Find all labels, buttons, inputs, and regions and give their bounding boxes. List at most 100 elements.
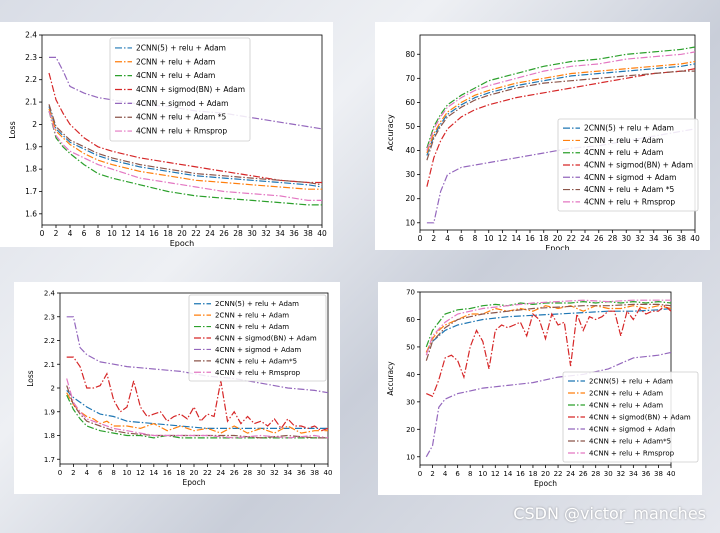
series-line-4 (48, 72, 322, 184)
x-tick-label: 18 (539, 234, 549, 243)
legend-entry: 4CNN + sigmod + Adam (136, 99, 228, 108)
legend-entry: 4CNN + sigmod + Adam (584, 173, 676, 182)
series-line-3 (48, 110, 322, 206)
legend-entry: 4CNN + relu + Adam *5 (584, 185, 674, 194)
series-line-1 (48, 106, 323, 188)
series-line-4 (66, 356, 329, 432)
x-tick-label: 30 (621, 234, 631, 243)
legend-entry: 4CNN + sigmod + Adam (215, 346, 301, 354)
y-axis-label: Loss (8, 121, 17, 139)
y-tick-label: 30 (405, 170, 415, 179)
x-tick-label: 14 (149, 469, 158, 477)
y-tick-label: 10 (405, 218, 415, 227)
x-tick-label: 10 (484, 234, 494, 243)
series-line-6 (425, 303, 672, 361)
x-tick-label: 22 (566, 234, 576, 243)
series-line-1 (425, 307, 672, 353)
accuracy-chart-top-right: 0 2 4 6 8 10 12 14 16 18 20 22 24 26 28 30 32 34 36 38 40102… (386, 34, 700, 253)
x-tick-label: 36 (289, 229, 299, 238)
legend-entry: 4CNN + relu + Adam (136, 71, 215, 80)
y-axis-label: Loss (26, 370, 35, 387)
legend-entry: 2CNN + relu + Adam (136, 57, 215, 66)
x-axis-label: Epoch (183, 478, 206, 487)
x-tick-label: 14 (135, 229, 145, 238)
legend-entry: 4CNN + relu + Adam (589, 402, 663, 410)
x-tick-label: 30 (247, 229, 257, 238)
x-tick-label: 38 (676, 234, 686, 243)
series-line-5 (426, 128, 696, 224)
series-line-7 (48, 110, 322, 201)
series-line-7 (425, 299, 671, 356)
y-tick-label: 70 (405, 74, 415, 83)
x-tick-label: 28 (233, 229, 243, 238)
y-tick-label: 2.1 (44, 361, 55, 369)
y-tick-label: 80 (405, 50, 415, 59)
accuracy-chart-bottom-right: 0 2 4 6 8 10 12 14 16 18 20 22 24 26 28 30 32 34 36 38 40102… (386, 289, 699, 488)
x-tick-label: 40 (317, 229, 327, 238)
legend-entry: 4CNN + relu + Adam*5 (215, 357, 297, 365)
chart-panel-top-right: 0 2 4 6 8 10 12 14 16 18 20 22 24 26 28 30 32 34 36 38 40 10 2… (375, 22, 710, 253)
series-line-5 (49, 56, 323, 130)
x-tick-label: 0 (418, 470, 422, 478)
x-tick-label: 38 (303, 229, 313, 238)
series-line-2 (48, 108, 322, 190)
x-tick-label: 20 (553, 234, 563, 243)
x-tick-label: 20 (190, 469, 199, 477)
x-tick-label: 12 (136, 469, 145, 477)
series-line-6 (48, 104, 323, 186)
watermark-text: CSDN @victor_manches (513, 504, 706, 523)
series-line-1 (426, 63, 696, 156)
x-tick-label: 10 (478, 470, 487, 478)
legend-entry: 4CNN + relu + Rmsprop (136, 127, 227, 136)
x-tick-label: 14 (511, 234, 521, 243)
y-tick-label: 70 (406, 289, 415, 297)
legend-box (188, 294, 327, 382)
x-tick-label: 16 (149, 229, 159, 238)
legend-entry: 4CNN + relu + Adam*5 (589, 438, 671, 446)
legend-entry: 2CNN + relu + Adam (584, 136, 663, 145)
x-tick-label: 30 (604, 470, 613, 478)
y-tick-label: 2.3 (25, 53, 37, 62)
series-line-7 (66, 378, 329, 439)
x-tick-label: 12 (491, 470, 500, 478)
legend-entry: 2CNN + relu + Adam (589, 390, 663, 398)
x-tick-label: 10 (107, 229, 117, 238)
series-line-3 (426, 46, 696, 149)
x-tick-label: 32 (270, 469, 279, 477)
x-axis-label: Epoch (545, 244, 570, 250)
y-tick-label: 1.7 (44, 456, 55, 464)
x-tick-label: 10 (123, 469, 132, 477)
y-tick-label: 2 (51, 385, 55, 393)
x-axis-label: Epoch (170, 239, 195, 247)
x-tick-label: 4 (445, 234, 450, 243)
x-tick-label: 4 (68, 229, 73, 238)
x-tick-label: 26 (594, 234, 604, 243)
y-tick-label: 1.9 (25, 142, 37, 151)
x-tick-label: 30 (257, 469, 266, 477)
x-tick-label: 0 (418, 234, 423, 243)
y-tick-label: 1.8 (44, 432, 55, 440)
x-tick-label: 22 (191, 229, 201, 238)
series-line-5 (425, 351, 672, 458)
legend-entry: 4CNN + relu + Adam (215, 323, 289, 331)
x-tick-label: 32 (635, 234, 645, 243)
series-line-4 (426, 304, 672, 398)
x-tick-label: 18 (528, 470, 537, 478)
legend-entry: 2CNN + relu + Adam (215, 312, 289, 320)
x-tick-label: 14 (503, 470, 512, 478)
x-tick-label: 4 (443, 470, 448, 478)
y-tick-label: 40 (406, 371, 415, 379)
x-tick-label: 16 (525, 234, 535, 243)
y-tick-label: 1.7 (25, 187, 37, 196)
x-tick-label: 24 (580, 234, 590, 243)
x-tick-label: 18 (176, 469, 185, 477)
x-tick-label: 22 (203, 469, 212, 477)
x-tick-label: 28 (608, 234, 618, 243)
x-tick-label: 22 (554, 470, 563, 478)
x-tick-label: 26 (579, 470, 588, 478)
y-tick-label: 1.8 (25, 165, 37, 174)
x-tick-label: 36 (297, 469, 306, 477)
series-line-4 (426, 68, 696, 187)
x-tick-label: 2 (431, 234, 436, 243)
y-tick-label: 2.2 (25, 75, 37, 84)
